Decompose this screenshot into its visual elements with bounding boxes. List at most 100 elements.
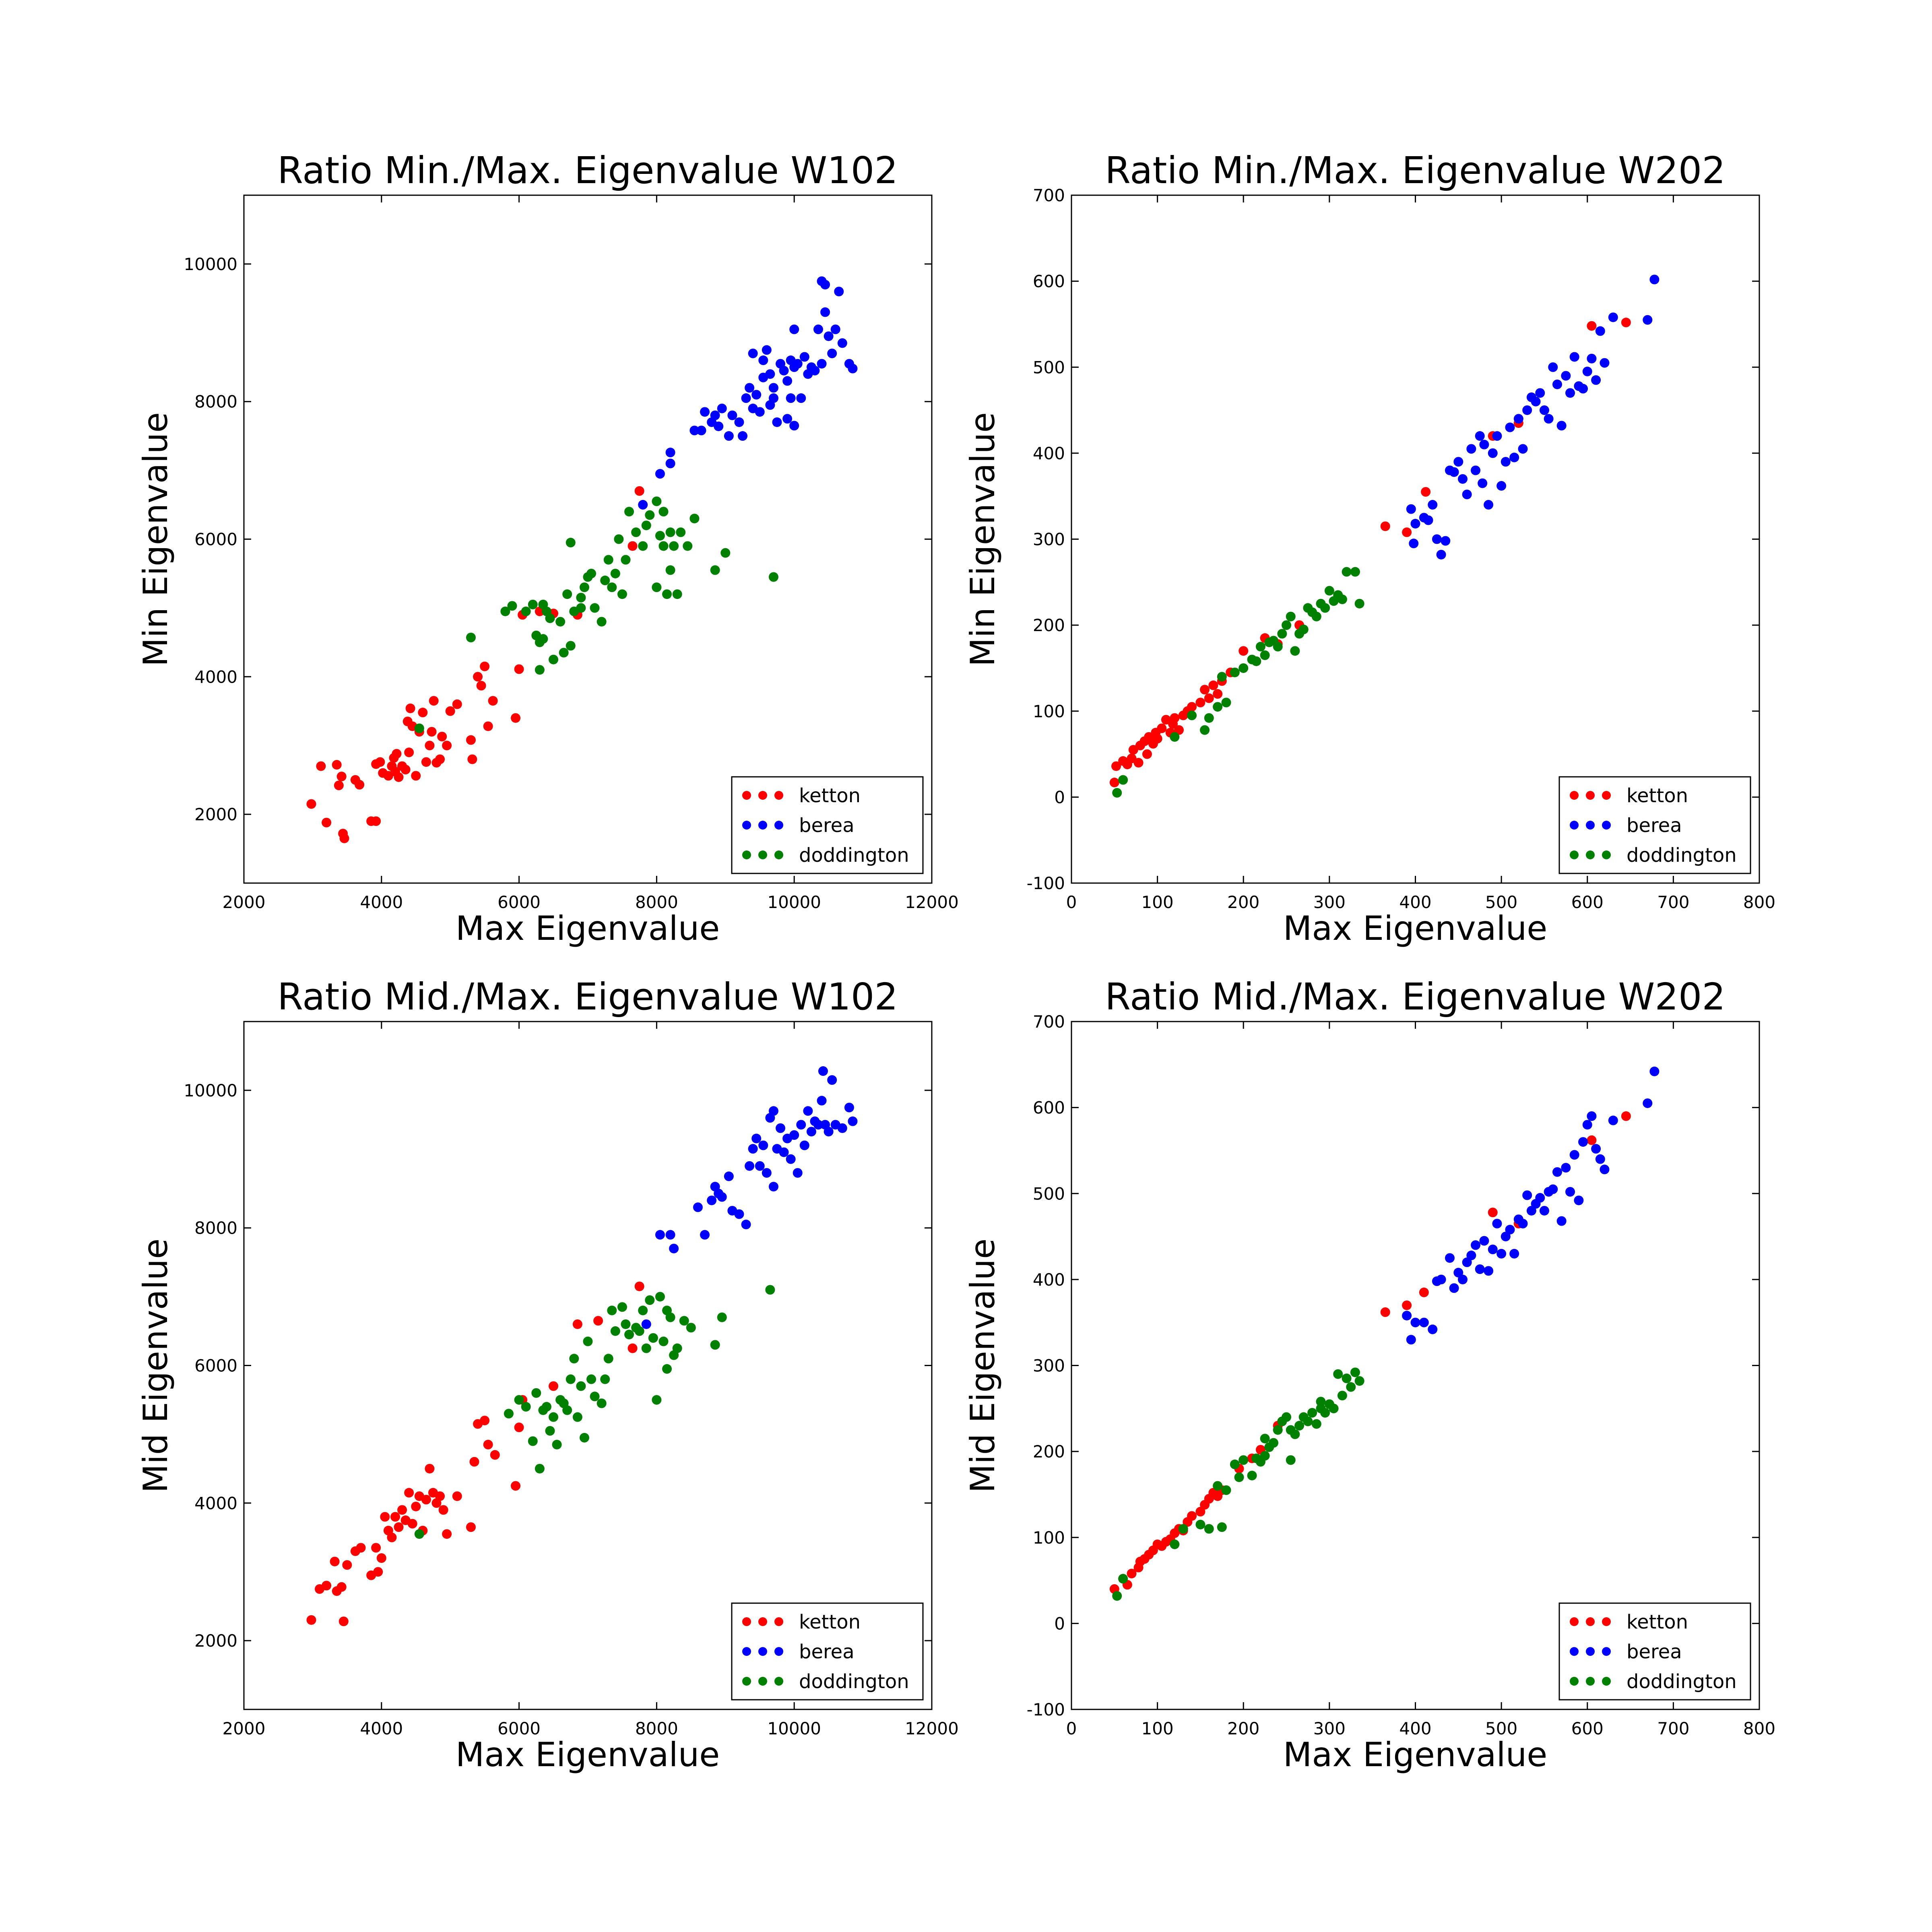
data-point-doddington xyxy=(672,1343,682,1353)
legend-label: ketton xyxy=(1627,784,1688,807)
data-point-berea xyxy=(1492,431,1502,441)
data-point-doddington xyxy=(662,1305,672,1315)
data-point-ketton xyxy=(490,1450,500,1460)
data-point-ketton xyxy=(1587,1135,1597,1145)
data-point-doddington xyxy=(545,1426,555,1436)
data-point-doddington xyxy=(1255,642,1265,652)
data-point-ketton xyxy=(429,696,439,706)
y-tick-label: 300 xyxy=(1033,530,1065,549)
legend-marker xyxy=(1586,1677,1595,1686)
data-point-berea xyxy=(1574,1195,1584,1205)
data-point-doddington xyxy=(710,565,720,575)
x-tick-label: 500 xyxy=(1485,892,1517,912)
data-point-ketton xyxy=(394,772,404,782)
y-tick-label: 600 xyxy=(1033,1098,1065,1118)
data-point-ketton xyxy=(342,1560,352,1570)
data-point-ketton xyxy=(514,664,524,674)
legend-marker xyxy=(1602,850,1611,859)
legend-marker xyxy=(758,1647,767,1656)
x-tick-label: 800 xyxy=(1743,892,1775,912)
data-point-doddington xyxy=(1238,663,1249,673)
data-point-berea xyxy=(669,1243,679,1253)
data-point-doddington xyxy=(545,613,555,623)
data-point-ketton xyxy=(375,757,385,767)
data-point-berea xyxy=(768,1106,778,1116)
data-point-berea xyxy=(1595,326,1605,336)
y-tick-label: 200 xyxy=(1033,1442,1065,1461)
data-point-doddington xyxy=(576,603,586,613)
legend-entry-berea: berea xyxy=(742,1641,855,1663)
data-point-ketton xyxy=(397,1505,407,1515)
data-point-doddington xyxy=(583,1336,593,1346)
data-point-berea xyxy=(1449,467,1459,477)
data-point-berea xyxy=(710,410,720,420)
data-point-doddington xyxy=(414,1529,424,1539)
data-point-berea xyxy=(738,431,748,441)
data-point-berea xyxy=(741,1220,751,1230)
data-point-doddington xyxy=(658,541,669,551)
data-point-ketton xyxy=(483,721,493,731)
y-tick-label: 8000 xyxy=(194,392,237,412)
data-point-ketton xyxy=(514,1422,524,1432)
data-point-ketton xyxy=(1152,734,1162,744)
data-point-doddington xyxy=(576,592,586,603)
data-point-berea xyxy=(1556,1216,1567,1226)
y-tick-label: 300 xyxy=(1033,1356,1065,1376)
y-axis-label: Min Eigenvalue xyxy=(136,412,175,667)
x-tick-label: 10000 xyxy=(767,1719,821,1738)
data-point-doddington xyxy=(720,548,731,558)
data-point-doddington xyxy=(1298,624,1309,634)
legend-label: doddington xyxy=(1627,1670,1737,1693)
data-point-ketton xyxy=(336,1582,347,1592)
data-point-ketton xyxy=(371,1543,381,1553)
x-tick-label: 0 xyxy=(1066,892,1077,912)
data-point-berea xyxy=(1591,1144,1601,1154)
data-point-berea xyxy=(830,324,840,334)
x-tick-label: 600 xyxy=(1571,1719,1604,1738)
data-point-doddington xyxy=(597,617,607,627)
data-point-doddington xyxy=(683,541,693,551)
data-point-ketton xyxy=(1195,1507,1205,1517)
data-point-berea xyxy=(1479,440,1489,450)
data-point-berea xyxy=(1556,421,1567,431)
data-point-berea xyxy=(1453,457,1463,467)
x-tick-label: 600 xyxy=(1571,892,1604,912)
data-point-berea xyxy=(1445,1253,1455,1263)
data-point-doddington xyxy=(603,1354,613,1364)
legend-marker xyxy=(1586,1647,1595,1656)
data-point-ketton xyxy=(1204,693,1214,703)
data-point-berea xyxy=(717,403,727,413)
data-point-berea xyxy=(820,307,830,317)
data-point-doddington xyxy=(1273,1425,1283,1435)
data-point-doddington xyxy=(1234,1472,1244,1482)
data-point-berea xyxy=(638,500,648,510)
data-point-doddington xyxy=(655,1292,665,1302)
data-point-berea xyxy=(1471,465,1481,475)
data-point-doddington xyxy=(1311,1419,1321,1429)
data-point-berea xyxy=(782,414,793,424)
data-point-doddington xyxy=(586,1374,597,1384)
chart-panel-w102-mid: 2000 4000 6000 8000 10000 12000 2000 4000 6000 80… xyxy=(136,975,959,1774)
data-point-berea xyxy=(789,324,799,334)
data-point-ketton xyxy=(339,1616,349,1627)
data-point-doddington xyxy=(562,1405,572,1415)
data-point-berea xyxy=(1462,1257,1472,1267)
chart-panel-w202-min: 0 100 200 300 400 500 600 700 800-10001002003004… xyxy=(963,149,1775,948)
legend-marker xyxy=(1586,850,1595,859)
data-point-ketton xyxy=(435,1491,445,1501)
data-point-ketton xyxy=(404,1488,414,1498)
data-point-ketton xyxy=(421,757,431,767)
data-point-berea xyxy=(1509,1249,1519,1259)
data-point-ketton xyxy=(339,833,349,843)
data-point-berea xyxy=(1432,534,1442,544)
data-point-ketton xyxy=(1402,527,1412,537)
data-point-ketton xyxy=(445,706,455,716)
data-point-ketton xyxy=(1587,321,1597,331)
x-axis-label: Max Eigenvalue xyxy=(456,1735,720,1774)
data-point-ketton xyxy=(1200,685,1210,695)
data-point-doddington xyxy=(1200,725,1210,735)
data-point-ketton xyxy=(390,1512,400,1522)
legend-marker xyxy=(758,821,767,830)
data-point-berea xyxy=(665,1230,675,1240)
data-point-berea xyxy=(1513,414,1523,424)
